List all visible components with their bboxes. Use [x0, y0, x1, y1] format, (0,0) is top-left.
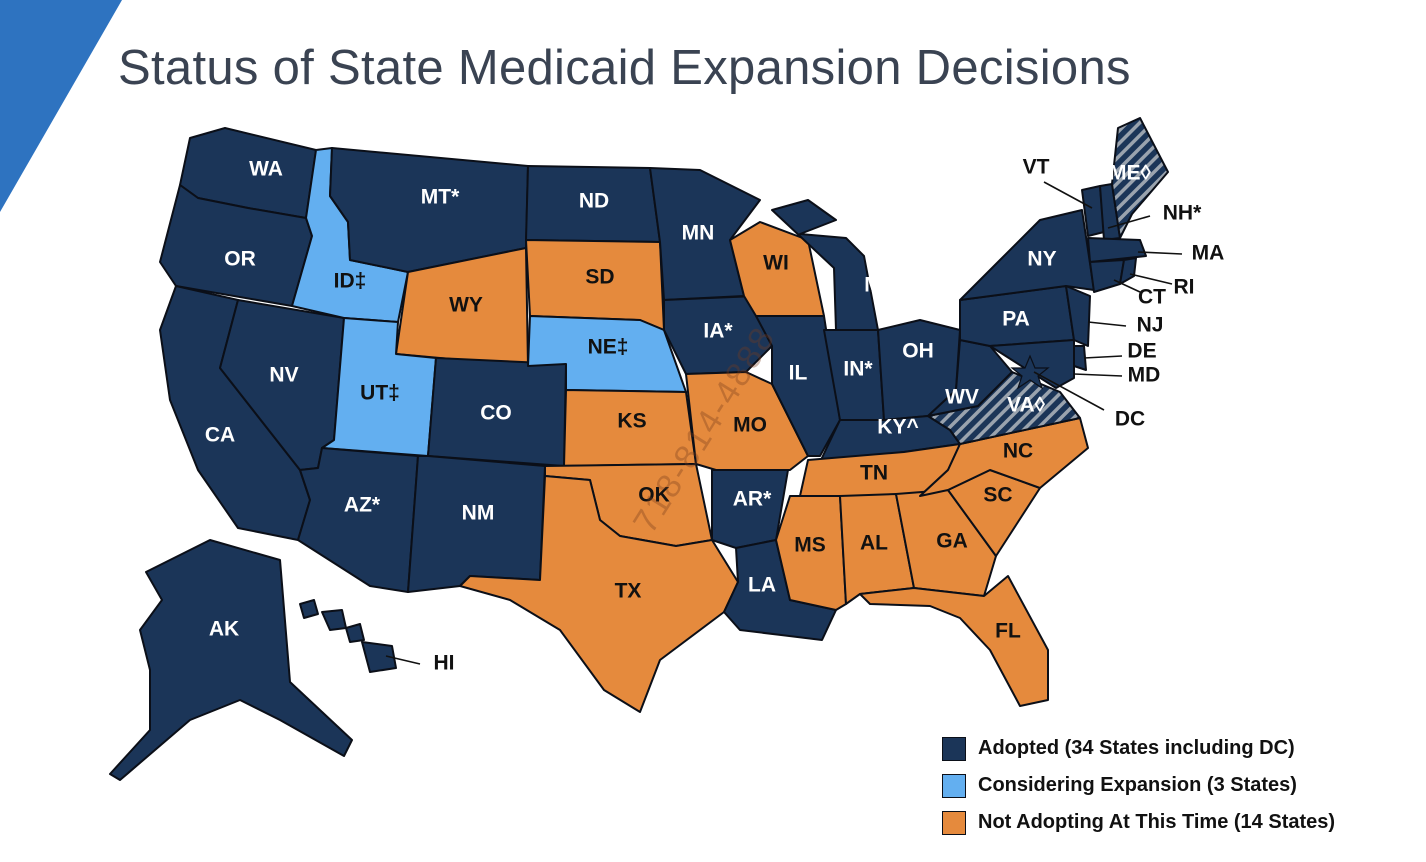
label-mt: MT*	[421, 186, 460, 209]
leader-hi	[385, 655, 421, 665]
label-ks: KS	[617, 410, 646, 433]
label-tx: TX	[615, 580, 642, 603]
label-ca: CA	[205, 424, 235, 447]
leader-de	[1083, 355, 1123, 359]
label-az: AZ*	[344, 494, 381, 517]
label-ny: NY	[1027, 248, 1056, 271]
label-ak: AK	[209, 618, 239, 641]
label-me: ME◊	[1109, 162, 1152, 185]
state-CT[interactable]	[1089, 259, 1125, 293]
label-de: DE	[1127, 340, 1156, 363]
label-wi: WI	[763, 252, 789, 275]
label-id: ID‡	[334, 270, 367, 293]
label-in: IN*	[843, 358, 873, 381]
label-sd: SD	[585, 266, 614, 289]
label-nd: ND	[579, 190, 609, 213]
label-co: CO	[480, 402, 512, 425]
leader-md	[1073, 373, 1123, 377]
label-wa: WA	[249, 158, 283, 181]
label-tn: TN	[860, 462, 888, 485]
label-al: AL	[860, 532, 888, 555]
state-MA[interactable]	[1087, 237, 1147, 263]
legend-item-adopted: Adopted (34 States including DC)	[942, 730, 1335, 767]
state-FL[interactable]	[859, 575, 1049, 707]
label-ms: MS	[794, 534, 826, 557]
label-ky: KY^	[877, 416, 918, 439]
state-AZ[interactable]	[297, 447, 419, 593]
legend-swatch-not-adopting	[942, 810, 966, 835]
label-sc: SC	[983, 484, 1012, 507]
label-la: LA	[748, 574, 776, 597]
label-ma: MA	[1192, 242, 1225, 265]
label-nv: NV	[269, 364, 298, 387]
state-TX[interactable]	[459, 475, 739, 713]
legend: Adopted (34 States including DC) Conside…	[942, 730, 1335, 841]
label-mi: MI*	[864, 274, 896, 297]
label-ok: OK	[638, 484, 670, 507]
leader-ct	[1113, 279, 1141, 293]
label-dc: DC	[1115, 408, 1145, 431]
state-NC[interactable]	[919, 417, 1089, 497]
leader-ri	[1129, 273, 1173, 285]
label-nm: NM	[462, 502, 495, 525]
label-nj: NJ	[1137, 314, 1164, 337]
state-HI-3[interactable]	[345, 623, 365, 643]
state-ME[interactable]	[1111, 117, 1169, 239]
state-HI-2[interactable]	[321, 609, 347, 631]
corner-triangle	[0, 0, 122, 212]
label-ne: NE‡	[588, 336, 629, 359]
leader-nh	[1107, 215, 1151, 229]
legend-label-adopted: Adopted (34 States including DC)	[978, 737, 1295, 759]
label-mn: MN	[682, 222, 715, 245]
leader-vt	[1043, 181, 1093, 209]
legend-label-considering: Considering Expansion (3 States)	[978, 774, 1297, 796]
label-il: IL	[789, 362, 808, 385]
state-HI-1[interactable]	[299, 599, 319, 619]
label-hi: HI	[434, 652, 455, 675]
label-ia: IA*	[703, 320, 733, 343]
label-va: VA◊	[1007, 394, 1046, 417]
slide-corner-accent	[0, 0, 122, 212]
label-pa: PA	[1002, 308, 1030, 331]
legend-item-not-adopting: Not Adopting At This Time (14 States)	[942, 804, 1335, 841]
state-HI-4[interactable]	[361, 641, 397, 673]
state-NJ[interactable]	[1065, 285, 1091, 347]
label-md: MD	[1128, 364, 1161, 387]
label-ut: UT‡	[360, 382, 400, 405]
label-fl: FL	[995, 620, 1021, 643]
label-or: OR	[224, 248, 256, 271]
legend-swatch-considering	[942, 773, 966, 798]
page-title: Status of State Medicaid Expansion Decis…	[118, 41, 1131, 95]
dc-star-icon	[1010, 354, 1050, 390]
label-nc: NC	[1003, 440, 1033, 463]
state-RI[interactable]	[1119, 257, 1137, 285]
legend-swatch-adopted	[942, 736, 966, 761]
legend-item-considering: Considering Expansion (3 States)	[942, 767, 1335, 804]
label-vt: VT	[1023, 156, 1050, 179]
leader-dc	[1033, 371, 1105, 411]
label-wv: WV	[945, 386, 979, 409]
state-AK[interactable]	[109, 539, 353, 781]
label-wy: WY	[449, 294, 483, 317]
label-ri: RI	[1174, 276, 1195, 299]
leader-ma	[1137, 251, 1183, 255]
state-MI[interactable]	[771, 199, 879, 331]
label-mo: MO	[733, 414, 767, 437]
label-ga: GA	[936, 530, 968, 553]
leader-nj	[1087, 321, 1127, 327]
legend-label-not-adopting: Not Adopting At This Time (14 States)	[978, 811, 1336, 833]
label-nh: NH*	[1163, 202, 1202, 225]
label-ct: CT	[1138, 286, 1166, 309]
label-ar: AR*	[733, 488, 772, 511]
label-oh: OH	[902, 340, 934, 363]
